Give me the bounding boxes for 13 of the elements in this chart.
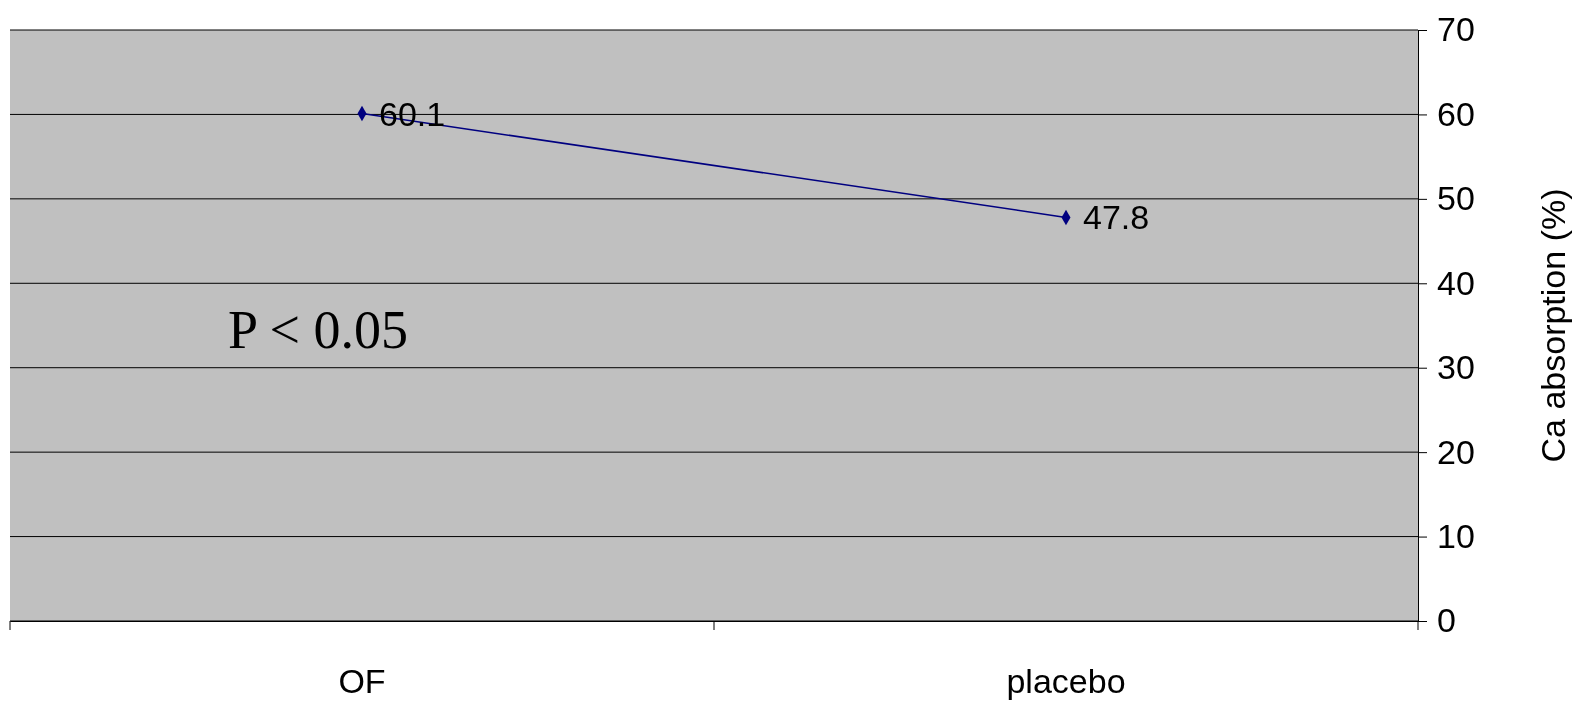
y-tick-label: 40 <box>1437 263 1475 302</box>
y-tick-label: 10 <box>1437 516 1475 555</box>
data-label: 47.8 <box>1083 198 1150 237</box>
y-tick-label: 60 <box>1437 94 1475 133</box>
annotation: P < 0.05 <box>228 300 408 360</box>
y-tick-label: 20 <box>1437 432 1475 471</box>
x-tick-label: placebo <box>1006 662 1126 701</box>
y-axis-title: Ca absorption (%) <box>1534 188 1572 463</box>
y-tick-label: 50 <box>1437 179 1475 218</box>
x-tick-label: OF <box>338 662 386 701</box>
y-tick-label: 70 <box>1437 10 1475 49</box>
y-tick-label: 0 <box>1437 601 1456 640</box>
y-tick-label: 30 <box>1437 348 1475 387</box>
